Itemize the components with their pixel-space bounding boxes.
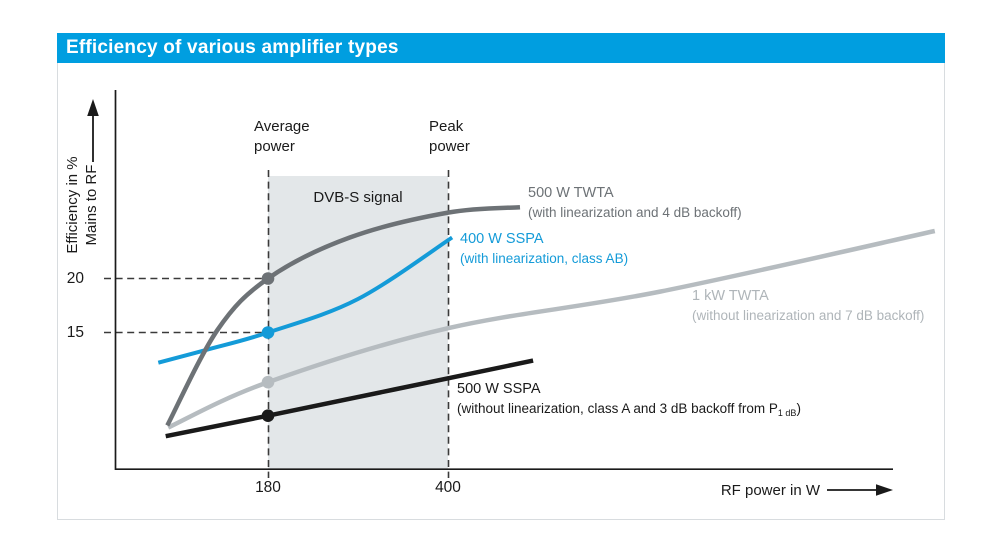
curve-name: 400 W SSPA xyxy=(460,231,544,247)
marker-dot-500-w-sspa xyxy=(261,409,275,423)
curve-detail-prefix: (without linearization, class A and 3 dB… xyxy=(457,401,778,416)
y-tick-label-20: 20 xyxy=(66,270,84,287)
peak-power-annotation: Peak power xyxy=(429,117,470,157)
curve-detail: (without linearization and 7 dB backoff) xyxy=(692,308,925,323)
peak-power-line2: power xyxy=(429,138,470,155)
y-axis-title: Efficiency in % Mains to RF xyxy=(63,150,103,260)
series-curve-500-w-sspa xyxy=(165,358,534,439)
x-tick-label-180: 180 xyxy=(255,479,281,496)
curve-label-1kw-twta: 1 kW TWTA (without linearization and 7 d… xyxy=(692,287,924,325)
curve-label-400w-sspa: 400 W SSPA (with linearization, class AB… xyxy=(460,230,628,268)
curve-label-500w-twta: 500 W TWTA (with linearization and 4 dB … xyxy=(528,184,742,222)
curve-detail: (with linearization, class AB) xyxy=(460,251,629,266)
y-axis-up-arrow-icon xyxy=(87,99,99,162)
figure-title-bar: Efficiency of various amplifier types xyxy=(57,33,945,63)
series-curve-500-w-twta xyxy=(165,204,521,427)
y-tick-label-15: 15 xyxy=(66,324,84,341)
marker-dot-400-w-sspa xyxy=(261,326,275,339)
marker-dot-500-w-twta xyxy=(261,272,275,285)
curve-label-500w-sspa: 500 W SSPA (without linearization, class… xyxy=(457,380,801,423)
curve-detail-subscript: 1 dB xyxy=(777,408,797,418)
marker-dot-1-kw-twta xyxy=(261,375,275,389)
y-axis-title-line1: Efficiency in % xyxy=(64,156,81,254)
curve-detail: (without linearization, class A and 3 dB… xyxy=(457,399,801,423)
x-axis-right-arrow-icon xyxy=(827,484,893,496)
series-markers xyxy=(261,272,275,423)
x-tick-label-400: 400 xyxy=(435,479,461,496)
y-axis-title-line2: Mains to RF xyxy=(83,164,100,246)
average-power-line1: Average xyxy=(254,118,310,135)
curve-detail: (with linearization and 4 dB backoff) xyxy=(528,205,742,220)
curve-detail-suffix: ) xyxy=(796,401,801,416)
curve-name: 1 kW TWTA xyxy=(692,288,769,304)
series-curve-1-kw-twta xyxy=(167,228,936,430)
series-curve-400-w-sspa xyxy=(157,235,454,365)
average-power-annotation: Average power xyxy=(254,117,310,157)
curve-name: 500 W TWTA xyxy=(528,185,614,201)
dvbs-signal-label: DVB-S signal xyxy=(313,189,403,206)
x-axis-title: RF power in W xyxy=(720,482,820,499)
curve-name: 500 W SSPA xyxy=(457,381,541,397)
series-curves xyxy=(157,204,936,439)
figure-title: Efficiency of various amplifier types xyxy=(66,37,399,58)
figure-panel xyxy=(57,33,945,520)
average-power-line2: power xyxy=(254,138,295,155)
peak-power-line1: Peak xyxy=(429,118,464,135)
